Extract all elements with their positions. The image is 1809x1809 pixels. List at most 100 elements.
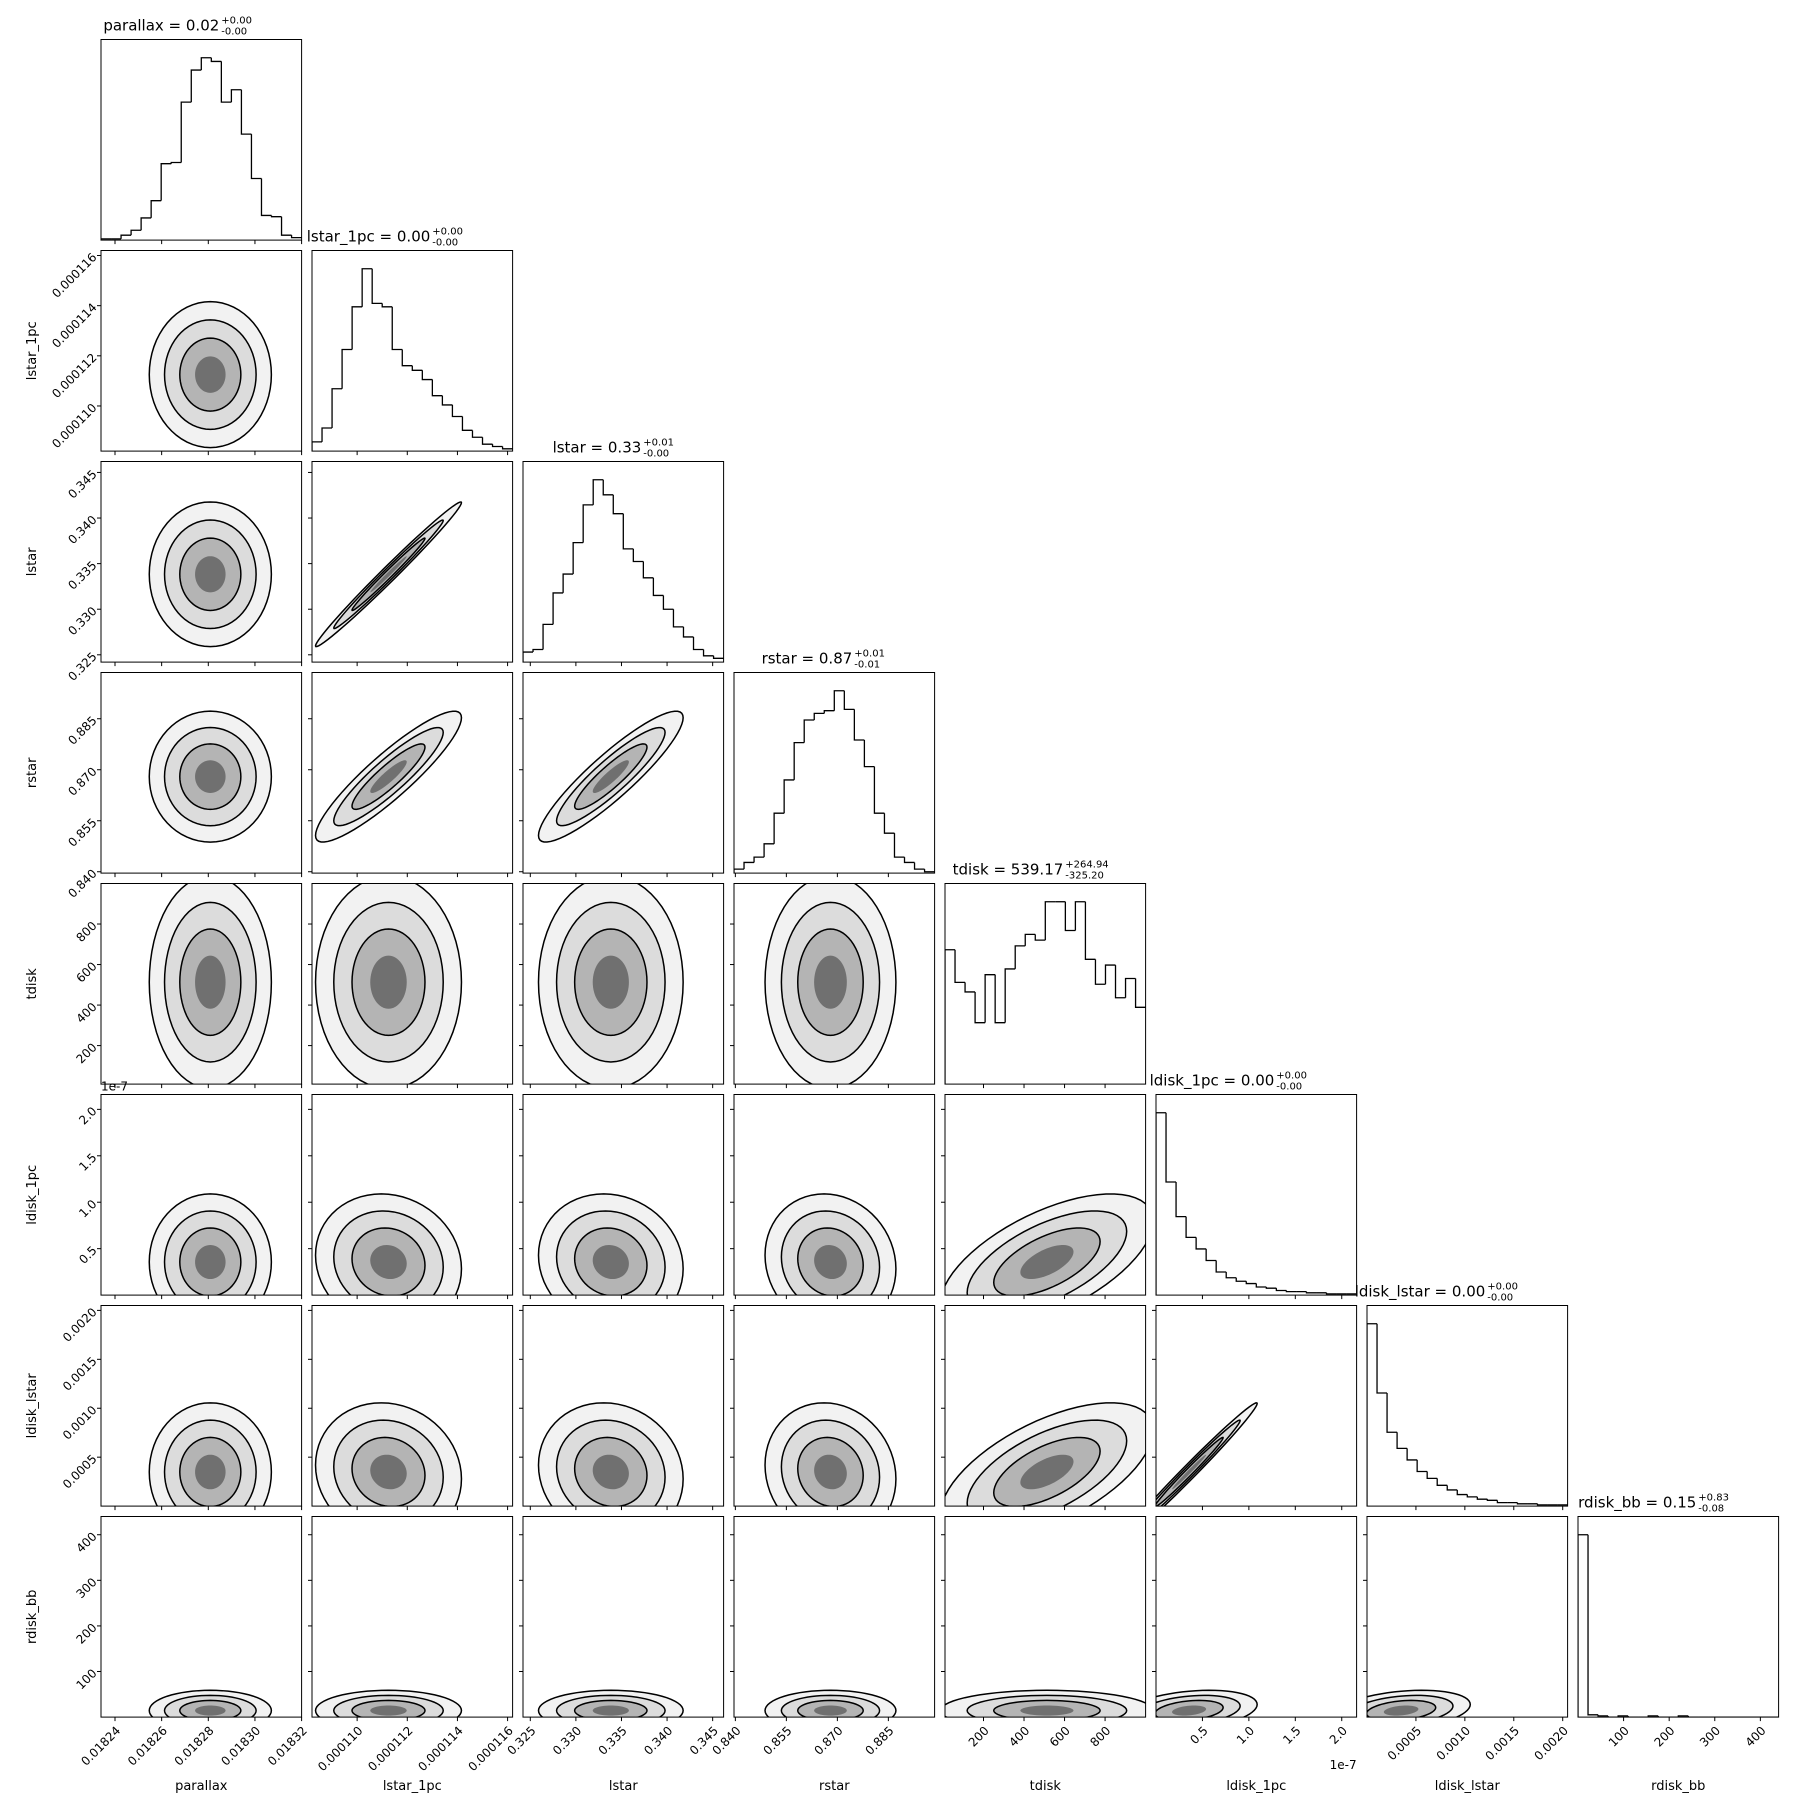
contour [1020,1245,1074,1280]
histogram-step [1205,1248,1217,1262]
panel-frame [522,461,725,663]
offset-text: 1e-7 [1330,1758,1357,1772]
contour [814,955,847,1009]
panel-frame [944,1305,1147,1507]
panel [730,883,936,1089]
contour [370,1244,407,1280]
panel-frame [522,883,725,1085]
y-tick-label: 2.0 [76,1104,99,1127]
contour [814,1454,847,1490]
histogram-step [101,238,112,241]
panel-frame [1155,1516,1358,1718]
contour [592,1705,629,1716]
y-tick-label: 0.000114 [49,300,99,350]
histogram-step [421,370,433,381]
histogram-step [220,61,232,103]
panel-frame [100,1094,303,1296]
y-axis-label: lstar_1pc [25,321,40,380]
panel-frame [100,672,303,874]
histogram-step [853,709,865,741]
histogram-step [351,306,363,350]
panel-title: rdisk_bb = 0.15 [1578,1494,1696,1513]
panel-frame [100,250,303,452]
contour [370,1705,407,1716]
x-tick-label: 0.0005 [1385,1724,1425,1764]
x-tick-label: 1.0 [1234,1724,1257,1747]
panel [308,1094,514,1300]
title-lower: -0.00 [221,27,247,38]
histogram-step [431,379,443,397]
title-lower: -0.00 [432,238,458,249]
histogram-step [1185,1216,1197,1239]
x-axis-label: parallax [175,1779,228,1794]
panel [941,1305,1147,1511]
histogram-step [481,437,493,445]
panel [733,672,936,878]
histogram-step [230,89,242,103]
panel-frame [733,1094,936,1296]
histogram-step [361,268,373,307]
contour [370,955,407,1009]
histogram-step [783,779,795,814]
histogram-step [945,949,956,1085]
histogram-step [1496,1500,1508,1504]
x-tick-label: 400 [1743,1724,1769,1750]
histogram-step [1367,1323,1378,1507]
x-tick-label: 0.330 [550,1724,584,1758]
histogram-step [1195,1237,1207,1250]
y-tick-label: 100 [73,1666,99,1692]
histogram-step [1486,1499,1498,1501]
title-lower: -0.00 [1487,1293,1513,1304]
panel [1152,1305,1358,1511]
panel-frame [733,1305,936,1507]
histogram-step [1536,1503,1548,1506]
histogram-step [1456,1489,1468,1496]
y-tick-label: 200 [73,1621,99,1647]
x-axis-label: ldisk_lstar [1435,1779,1501,1794]
panel [944,883,1147,1089]
contour [592,1244,629,1280]
panel-frame [100,1305,303,1507]
histogram-step [903,857,915,864]
y-tick-label: 0.0010 [60,1403,100,1443]
y-tick-label: 0.855 [65,815,99,849]
panel: 0.840 0.855 0.870 0.885 [65,672,303,901]
x-tick-label: 1.5 [1280,1724,1303,1747]
histogram-step [672,609,684,628]
title-lower: -0.00 [643,449,669,460]
histogram-step [562,573,574,593]
y-tick-label: 0.000112 [49,351,99,401]
panel [941,1094,1147,1300]
contour [592,760,629,793]
panel-frame [944,1516,1147,1718]
x-tick-label: 0.000112 [365,1724,415,1774]
panel [1155,1094,1358,1300]
histogram-step [662,595,674,610]
x-tick-label: 0.01832 [265,1724,310,1769]
y-tick-label: 0.330 [65,604,99,638]
y-tick-label: 200 [73,1040,99,1066]
histogram-step [280,216,292,236]
histogram-step [923,869,935,873]
histogram-step [702,649,714,657]
panel [519,672,725,878]
histogram-step [371,268,383,305]
y-tick-label: 1.5 [76,1150,99,1173]
histogram-step [1426,1471,1438,1480]
histogram-step [1004,968,1016,1023]
panel-frame [733,883,936,1085]
histogram-step [1044,901,1056,941]
panel-frame [311,1305,514,1507]
histogram-step [893,833,905,858]
y-axis-label: tdisk [25,968,40,1000]
y-tick-label: 1.0 [76,1197,99,1220]
x-tick-label: 0.000114 [415,1724,465,1774]
contour [370,556,407,593]
histogram-step [461,416,473,431]
panel [1366,1305,1569,1511]
title-upper: +0.00 [432,227,463,238]
y-tick-label: 0.0015 [60,1354,100,1394]
contour [195,955,226,1009]
histogram-step [652,577,664,597]
